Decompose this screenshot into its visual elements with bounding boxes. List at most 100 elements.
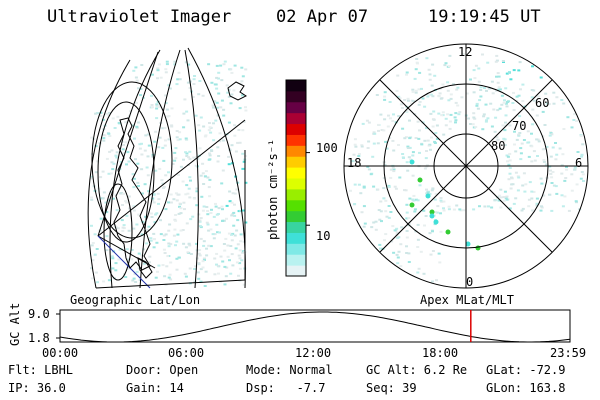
emission-pixel (417, 267, 421, 270)
emission-pixel (217, 155, 221, 157)
time-label: 19:19:45 UT (428, 7, 541, 27)
emission-pixel (549, 169, 552, 172)
emission-pixel (408, 197, 412, 200)
colorbar-segment (286, 178, 306, 190)
emission-pixel (435, 279, 438, 282)
emission-pixel (405, 245, 408, 248)
emission-pixel (241, 152, 245, 155)
emission-pixel (508, 207, 512, 210)
colorbar (285, 79, 310, 277)
emission-pixel (496, 138, 500, 141)
emission-pixel (495, 75, 498, 78)
timeline-ytick-bottom: 1.8 (28, 331, 50, 345)
emission-pixel (121, 204, 124, 206)
emission-pixel (565, 166, 568, 168)
emission-pixel (435, 124, 439, 127)
emission-pixel (184, 137, 188, 140)
emission-pixel (201, 162, 205, 165)
emission-pixel (202, 240, 206, 243)
emission-pixel (535, 197, 539, 200)
emission-pixel (218, 132, 222, 135)
emission-pixel (387, 114, 390, 117)
emission-pixel (102, 139, 106, 142)
emission-pixel (580, 171, 584, 173)
emission-pixel (375, 94, 379, 96)
emission-pixel (194, 265, 198, 268)
emission-pixel (220, 79, 224, 82)
emission-pixel (581, 143, 585, 146)
emission-pixel (231, 264, 235, 267)
emission-pixel (188, 87, 192, 89)
emission-pixel (238, 141, 242, 144)
emission-pixel (207, 158, 211, 161)
emission-pixel (202, 125, 206, 128)
emission-pixel (215, 87, 219, 90)
emission-pixel (204, 134, 208, 137)
emission-pixel (395, 253, 399, 256)
emission-pixel (431, 125, 435, 128)
emission-pixel (223, 249, 227, 252)
emission-pixel (101, 134, 105, 136)
emission-pixel (512, 91, 515, 94)
emission-pixel (405, 217, 409, 220)
emission-pixel (175, 240, 179, 243)
emission-pixel (164, 208, 168, 211)
emission-pixel (187, 156, 191, 159)
emission-pixel (178, 202, 182, 205)
emission-pixel (173, 151, 177, 154)
emission-pixel (220, 182, 224, 185)
colorbar-segment (286, 232, 306, 244)
emission-pixel (131, 124, 135, 127)
emission-pixel (523, 190, 527, 193)
emission-pixel (146, 228, 150, 231)
emission-pixel (490, 80, 494, 83)
emission-pixel (429, 93, 433, 96)
info-mode: Mode: Normal (246, 363, 333, 377)
emission-pixel (131, 206, 135, 209)
emission-pixel (433, 74, 437, 77)
emission-pixel (434, 192, 438, 195)
emission-pixel (238, 209, 242, 212)
emission-pixel (471, 123, 475, 126)
emission-pixel (107, 199, 111, 201)
emission-pixel (126, 263, 130, 266)
apex-label: Apex MLat/MLT (420, 293, 514, 307)
emission-pixel (511, 102, 515, 104)
emission-pixel (174, 244, 177, 247)
emission-pixel (388, 101, 392, 103)
emission-pixel (101, 118, 105, 121)
emission-pixel (154, 276, 158, 279)
emission-pixel (425, 127, 428, 130)
emission-pixel (125, 163, 128, 166)
emission-pixel (156, 192, 160, 195)
emission-pixel (517, 133, 521, 136)
emission-pixel (179, 229, 183, 232)
emission-pixel (353, 203, 357, 205)
emission-pixel (378, 218, 382, 221)
emission-pixel (507, 71, 511, 74)
emission-pixel (528, 181, 532, 184)
emission-pixel (121, 148, 125, 151)
emission-pixel (550, 209, 554, 212)
emission-pixel (176, 139, 180, 142)
emission-pixel (163, 144, 167, 147)
emission-pixel (230, 93, 234, 96)
emission-pixel (167, 84, 171, 87)
emission-pixel (497, 75, 501, 78)
emission-pixel (187, 187, 191, 190)
emission-pixel (189, 253, 193, 255)
emission-pixel (382, 187, 386, 190)
emission-pixel (160, 179, 164, 182)
emission-pixel (236, 243, 240, 246)
emission-pixel (380, 129, 384, 131)
emission-pixel (121, 229, 125, 232)
latitude-circle (103, 183, 133, 281)
emission-pixel (383, 164, 387, 166)
emission-pixel (155, 117, 159, 120)
emission-pixel (454, 112, 458, 115)
emission-pixel (105, 157, 109, 160)
emission-pixel (155, 103, 159, 106)
emission-pixel (213, 273, 217, 276)
emission-pixel (213, 257, 217, 260)
emission-pixel (170, 107, 174, 110)
